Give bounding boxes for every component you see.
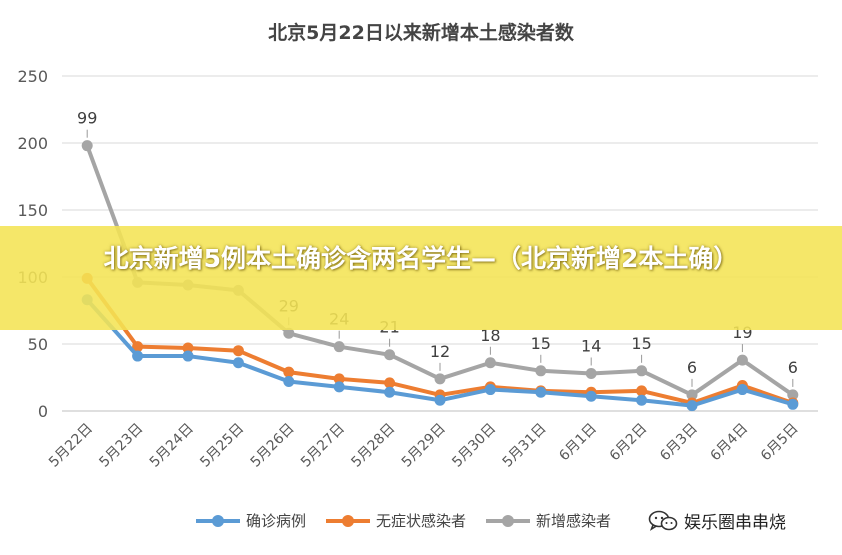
series-2-data-label-11: 15 <box>631 334 651 353</box>
chart-title: 北京5月22日以来新增本土感染者数 <box>268 22 574 44</box>
legend-label-new-infections: 新增感染者 <box>536 512 612 530</box>
x-tick-label-12: 6月3日 <box>657 421 701 465</box>
series-2-data-label-0: 99 <box>77 109 97 128</box>
x-tick-label-8: 5月30日 <box>449 421 499 471</box>
series-2-point-7 <box>434 373 446 385</box>
legend-label-confirmed: 确诊病例 <box>246 512 307 530</box>
series-2-point-10 <box>585 367 597 379</box>
x-tick-label-3: 5月25日 <box>197 421 247 471</box>
y-tick-label-150: 150 <box>17 201 48 220</box>
series-1-point-1 <box>132 341 144 353</box>
legend-dot-asymptomatic <box>342 514 355 527</box>
legend-swatch-new-infections <box>486 514 531 527</box>
x-tick-label-10: 6月1日 <box>556 421 600 465</box>
x-tick-label-7: 5月29日 <box>399 421 449 471</box>
chart-legend: 确诊病例 无症状感染者 新增感染者 <box>196 510 631 531</box>
series-2-point-8 <box>484 357 496 369</box>
legend-item-asymptomatic: 无症状感染者 <box>326 510 466 531</box>
series-0-point-12 <box>686 400 698 412</box>
series-0-point-13 <box>736 384 748 396</box>
series-1-point-4 <box>283 366 295 378</box>
x-tick-label-13: 6月4日 <box>708 421 752 465</box>
legend-item-new-infections: 新增感染者 <box>486 510 611 531</box>
series-2-data-label-14: 6 <box>788 358 798 377</box>
series-2-data-label-7: 12 <box>430 342 450 361</box>
series-2-point-14 <box>787 389 799 401</box>
x-tick-label-14: 6月5日 <box>758 421 802 465</box>
legend-item-confirmed: 确诊病例 <box>196 510 306 531</box>
y-tick-label-50: 50 <box>28 335 48 354</box>
legend-swatch-asymptomatic <box>326 514 371 527</box>
legend-dot-confirmed <box>212 514 224 527</box>
watermark-text: 娱乐圈串串烧 <box>684 513 786 533</box>
series-0-point-1 <box>132 350 144 362</box>
legend-swatch-confirmed <box>196 514 240 527</box>
series-1-point-2 <box>182 342 194 354</box>
series-2-point-0 <box>81 140 93 152</box>
series-0-point-11 <box>636 394 648 406</box>
series-0-point-7 <box>434 394 446 406</box>
x-tick-label-1: 5月23日 <box>96 421 146 471</box>
series-1-point-5 <box>333 373 345 385</box>
series-2-point-9 <box>535 365 547 377</box>
series-0-point-9 <box>535 386 547 398</box>
x-tick-label-6: 5月28日 <box>348 421 398 471</box>
series-2-point-4 <box>283 327 295 339</box>
x-tick-label-5: 5月27日 <box>298 421 348 471</box>
series-0-point-8 <box>484 384 496 396</box>
series-2-data-label-9: 15 <box>531 334 551 353</box>
y-tick-label-200: 200 <box>17 134 48 153</box>
series-1-point-6 <box>384 377 396 389</box>
series-2-point-5 <box>333 341 345 353</box>
y-tick-label-250: 250 <box>17 67 48 86</box>
x-tick-label-0: 5月22日 <box>46 421 96 471</box>
series-2-point-6 <box>384 349 396 361</box>
legend-label-asymptomatic: 无症状感染者 <box>376 512 467 530</box>
x-tick-label-2: 5月24日 <box>147 421 197 471</box>
series-0-point-4 <box>283 376 295 388</box>
series-0-point-14 <box>787 398 799 410</box>
legend-dot-new-infections <box>502 514 515 527</box>
x-tick-label-9: 5月31日 <box>500 421 550 471</box>
headline-text: 北京新增5例本土确诊含两名学生—（北京新增2本土确） <box>103 244 739 273</box>
series-2-data-label-10: 14 <box>581 336 601 355</box>
series-0-point-5 <box>333 381 345 393</box>
series-0-point-6 <box>384 386 396 398</box>
headline-banner: 北京新增5例本土确诊含两名学生—（北京新增2本土确） <box>0 226 842 330</box>
series-2-data-label-12: 6 <box>687 358 697 377</box>
series-2-point-11 <box>636 365 648 377</box>
series-0-point-2 <box>182 350 194 362</box>
x-tick-label-11: 6月2日 <box>607 421 651 465</box>
series-1-point-3 <box>232 345 244 357</box>
watermark: 娱乐圈串串烧 <box>648 508 786 533</box>
y-tick-label-0: 0 <box>38 402 48 421</box>
series-0-point-3 <box>232 357 244 369</box>
series-0-point-10 <box>585 390 597 402</box>
series-2-data-label-8: 18 <box>480 326 500 345</box>
series-1-point-11 <box>636 385 648 397</box>
x-tick-label-4: 5月26日 <box>248 421 298 471</box>
series-2-point-13 <box>736 354 748 366</box>
series-2-point-12 <box>686 389 698 401</box>
wechat-icon <box>648 510 678 531</box>
